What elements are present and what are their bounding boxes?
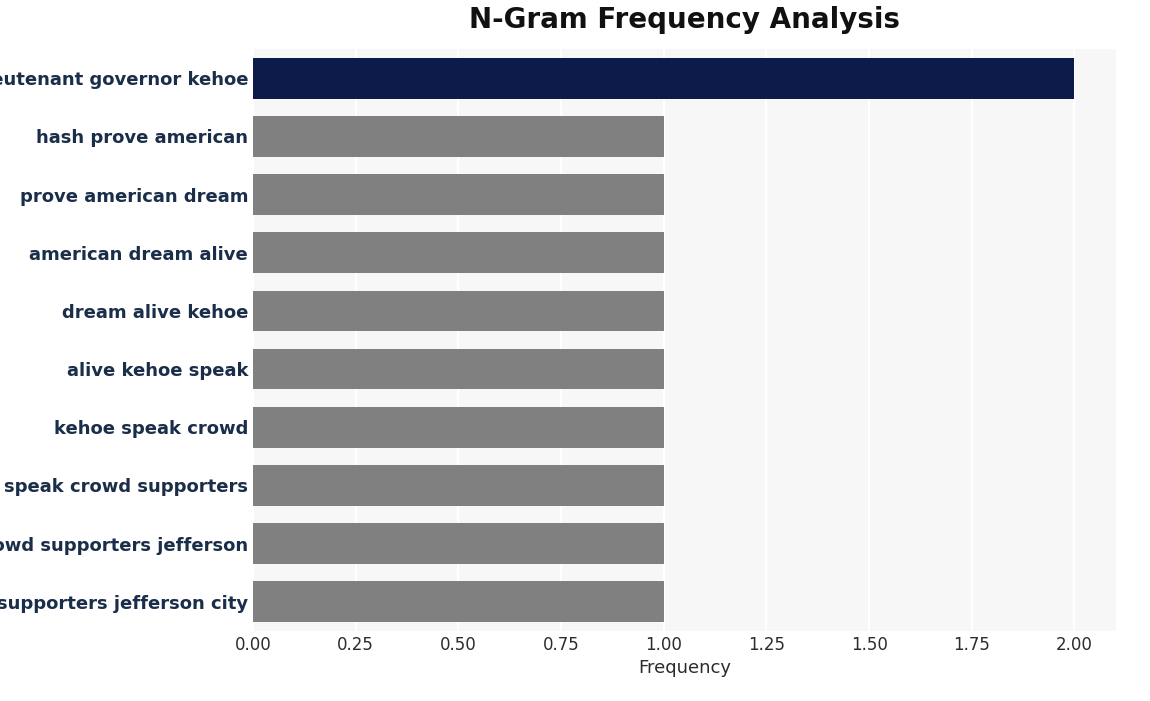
- Bar: [253, 57, 1074, 99]
- Bar: [253, 232, 664, 273]
- Bar: [253, 465, 664, 506]
- X-axis label: Frequency: Frequency: [638, 660, 730, 677]
- Title: N-Gram Frequency Analysis: N-Gram Frequency Analysis: [469, 6, 899, 34]
- Bar: [253, 407, 664, 448]
- Bar: [253, 581, 664, 622]
- Bar: [253, 348, 664, 390]
- Bar: [253, 290, 664, 332]
- Bar: [253, 116, 664, 157]
- Bar: [253, 174, 664, 215]
- Bar: [253, 523, 664, 564]
